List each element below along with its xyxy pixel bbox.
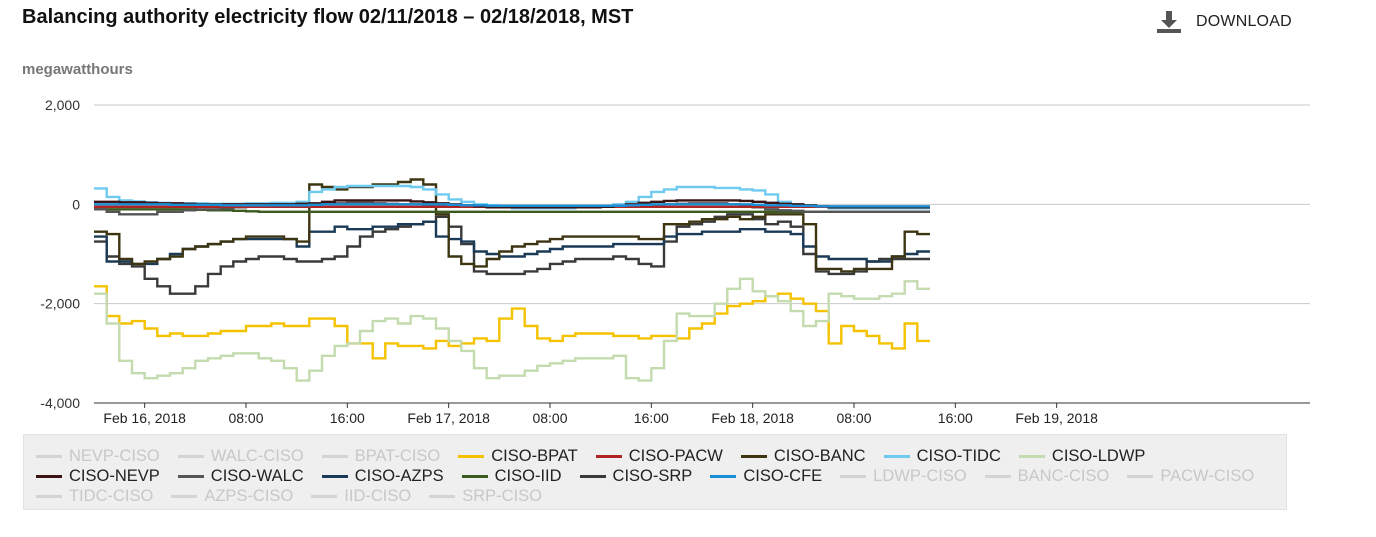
legend-label: PACW-CISO	[1160, 466, 1255, 485]
legend-label: CISO-CFE	[743, 466, 823, 485]
legend-item-walc-ciso[interactable]: WALC-CISO	[177, 446, 304, 466]
legend-item-ciso-bpat[interactable]: CISO-BPAT	[458, 446, 578, 466]
y-tick-label: -2,000	[40, 296, 80, 312]
legend-swatch	[984, 474, 1011, 478]
legend-label: IID-CISO	[344, 486, 412, 505]
chart-legend: NEVP-CISO WALC-CISO BPAT-CISO CISO-BPAT CISO…	[23, 434, 1287, 510]
legend-swatch	[461, 474, 488, 478]
legend-label: CISO-AZPS	[354, 466, 444, 485]
legend-label: CISO-IID	[494, 466, 562, 485]
legend-swatch	[1127, 474, 1154, 478]
x-tick-label: Feb 18, 2018	[711, 410, 794, 426]
chart-title: Balancing authority electricity flow 02/…	[22, 6, 634, 28]
legend-label: CISO-WALC	[210, 466, 304, 485]
x-tick-label: 16:00	[330, 410, 365, 426]
legend-item-ciso-ldwp[interactable]: CISO-LDWP	[1018, 446, 1146, 466]
legend-label: AZPS-CISO	[204, 486, 294, 505]
legend-swatch	[321, 454, 348, 458]
legend-swatch	[36, 494, 62, 498]
legend-swatch	[1018, 454, 1045, 458]
series-line-ciso-ldwp	[94, 277, 930, 382]
legend-item-ciso-tidc[interactable]: CISO-TIDC	[883, 446, 1001, 466]
legend-label: CISO-LDWP	[1051, 446, 1146, 465]
x-tick-label: 16:00	[938, 410, 973, 426]
y-tick-label: 2,000	[45, 97, 80, 113]
x-tick-label: Feb 16, 2018	[103, 410, 186, 426]
x-tick-label: 08:00	[532, 410, 567, 426]
legend-item-ciso-srp[interactable]: CISO-SRP	[579, 466, 693, 486]
legend-label: LDWP-CISO	[873, 466, 967, 485]
legend-item-ciso-banc[interactable]: CISO-BANC	[740, 446, 866, 466]
legend-swatch	[36, 454, 62, 458]
legend-swatch	[311, 494, 338, 498]
legend-item-ciso-walc[interactable]: CISO-WALC	[177, 466, 304, 486]
legend-swatch	[579, 474, 606, 478]
legend-swatch	[429, 494, 456, 498]
legend-label: CISO-TIDC	[916, 446, 1001, 465]
legend-swatch	[458, 454, 485, 458]
download-label: DOWNLOAD	[1196, 13, 1292, 30]
legend-item-tidc-ciso[interactable]: TIDC-CISO	[36, 486, 153, 506]
legend-label: CISO-PACW	[628, 446, 723, 465]
series-line-ciso-banc	[94, 178, 930, 273]
legend-item-ldwp-ciso[interactable]: LDWP-CISO	[840, 466, 967, 486]
legend-item-bpat-ciso[interactable]: BPAT-CISO	[321, 446, 441, 466]
legend-item-ciso-cfe[interactable]: CISO-CFE	[710, 466, 822, 486]
legend-swatch	[740, 454, 767, 458]
legend-swatch	[36, 474, 62, 478]
download-button[interactable]: DOWNLOAD	[1156, 10, 1292, 34]
legend-swatch	[840, 474, 867, 478]
legend-swatch	[883, 454, 910, 458]
legend-label: CISO-BPAT	[491, 446, 578, 465]
legend-swatch	[177, 454, 204, 458]
series-line-ciso-srp	[94, 213, 930, 295]
series-line-ciso-cfe	[94, 203, 930, 208]
line-chart: 2,000 0 -2,000 -4,000 Feb 16, 2018 08:00 16:00…	[40, 97, 1310, 426]
legend-swatch	[321, 474, 348, 478]
legend-item-ciso-azps[interactable]: CISO-AZPS	[321, 466, 444, 486]
y-tick-label: 0	[72, 196, 80, 212]
x-tick-label: Feb 17, 2018	[407, 410, 490, 426]
legend-item-nevp-ciso[interactable]: NEVP-CISO	[36, 446, 160, 466]
x-tick-label: 08:00	[836, 410, 871, 426]
y-axis-unit-label: megawatthours	[22, 61, 133, 78]
legend-label: BPAT-CISO	[354, 446, 441, 465]
legend-item-ciso-pacw[interactable]: CISO-PACW	[595, 446, 723, 466]
legend-item-iid-ciso[interactable]: IID-CISO	[311, 486, 411, 506]
series-line-ciso-bpat	[94, 285, 930, 360]
legend-label: NEVP-CISO	[69, 446, 160, 465]
y-tick-label: -4,000	[40, 395, 80, 411]
series-line-ciso-azps	[94, 220, 930, 266]
download-icon	[1157, 11, 1181, 33]
legend-item-banc-ciso[interactable]: BANC-CISO	[984, 466, 1110, 486]
legend-label: CISO-SRP	[612, 466, 693, 485]
legend-swatch	[171, 494, 198, 498]
x-tick-label: Feb 19, 2018	[1015, 410, 1098, 426]
x-tick-label: 08:00	[228, 410, 263, 426]
legend-item-azps-ciso[interactable]: AZPS-CISO	[171, 486, 293, 506]
legend-label: CISO-NEVP	[69, 466, 160, 485]
legend-label: WALC-CISO	[210, 446, 304, 465]
legend-label: SRP-CISO	[462, 486, 542, 505]
legend-item-srp-ciso[interactable]: SRP-CISO	[429, 486, 542, 506]
legend-swatch	[177, 474, 204, 478]
legend-item-ciso-nevp[interactable]: CISO-NEVP	[36, 466, 160, 486]
legend-item-ciso-iid[interactable]: CISO-IID	[461, 466, 562, 486]
legend-item-pacw-ciso[interactable]: PACW-CISO	[1127, 466, 1254, 486]
legend-label: TIDC-CISO	[69, 486, 154, 505]
x-tick-label: 16:00	[634, 410, 669, 426]
legend-label: CISO-BANC	[773, 446, 866, 465]
legend-swatch	[710, 474, 737, 478]
legend-label: BANC-CISO	[1017, 466, 1110, 485]
legend-swatch	[595, 454, 622, 458]
